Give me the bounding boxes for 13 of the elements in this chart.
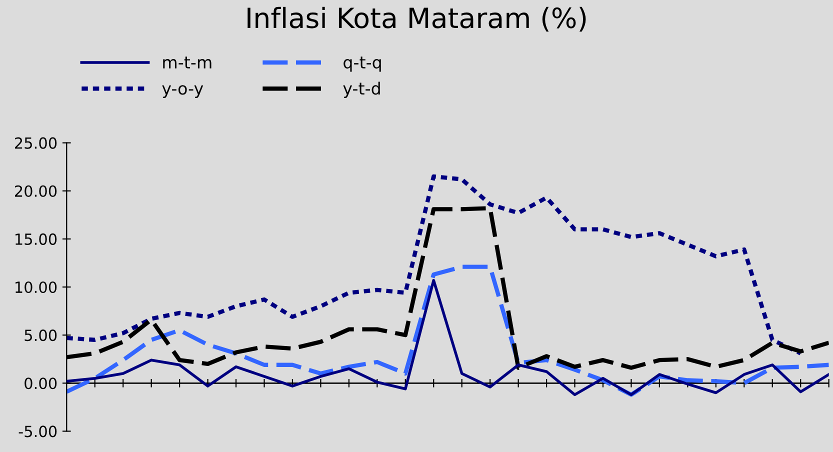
legend-label: q-t-q [344,56,381,72]
y-tick-label: -5.00 [18,426,57,438]
legend-label: y-t-d [343,82,380,98]
legend-label: y-o-y [162,85,204,98]
y-tick-label: 25.00 [14,137,57,149]
y-tick-label: 0.00 [24,378,57,390]
y-tick-label: 10.00 [16,281,57,294]
chart-title: Inflasi Kota Mataram (%) [248,6,586,32]
y-tick-label: 15.00 [16,233,57,245]
line-series [66,174,803,356]
y-tick-label: 5.00 [24,330,57,342]
y-tick-label: 20.00 [14,185,57,197]
legend-label: m-t-m [163,56,212,68]
